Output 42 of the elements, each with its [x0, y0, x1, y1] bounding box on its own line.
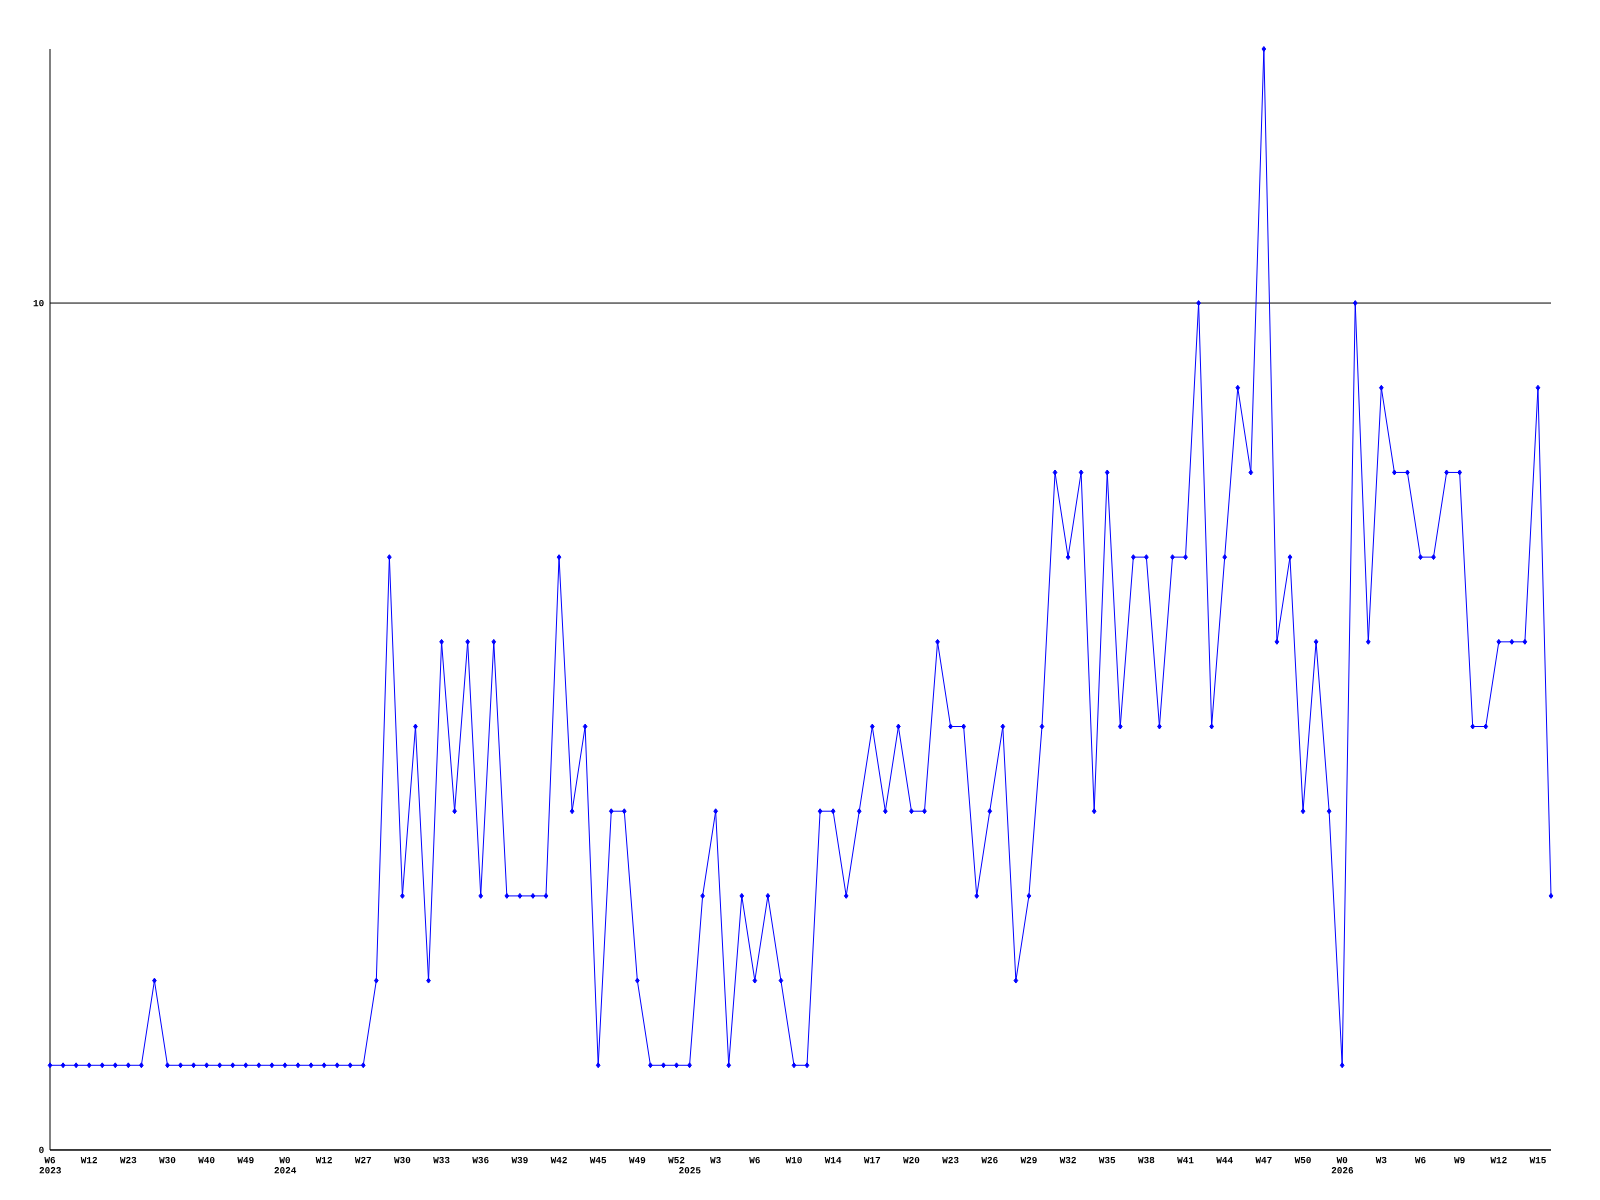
- x-tick-label: W35: [1098, 1156, 1116, 1164]
- x-tick-label: W30: [159, 1156, 176, 1164]
- x-tick-label: W0 2026: [1331, 1156, 1354, 1174]
- x-tick-label: W9: [1454, 1156, 1465, 1164]
- x-tick-label: W23: [119, 1156, 137, 1164]
- x-tick-label: W10: [785, 1156, 802, 1164]
- x-tick-label: W30: [394, 1156, 411, 1164]
- x-tick-label: W26: [981, 1156, 998, 1164]
- x-tick-label: W12: [80, 1156, 98, 1164]
- x-tick-label: W29: [1020, 1156, 1037, 1164]
- x-tick-label: W49: [237, 1156, 254, 1164]
- x-tick-label: W33: [433, 1156, 450, 1164]
- x-tick-label: W40: [198, 1156, 215, 1164]
- x-tick-label: W27: [354, 1156, 372, 1164]
- x-tick-label: W38: [1137, 1156, 1155, 1164]
- x-tick-label: W6 2023: [39, 1156, 61, 1174]
- x-tick-label: W20: [903, 1156, 920, 1164]
- x-tick-label: W47: [1255, 1156, 1272, 1164]
- x-tick-label: W44: [1216, 1156, 1233, 1164]
- x-tick-label: W0 2024: [274, 1156, 297, 1174]
- x-tick-label: W3: [710, 1156, 721, 1164]
- x-tick-label: W12: [315, 1156, 332, 1164]
- x-tick-label: W36: [472, 1156, 489, 1164]
- x-tick-label: W23: [942, 1156, 959, 1164]
- x-tick-label: W50: [1294, 1156, 1311, 1164]
- x-tick-label: W49: [628, 1156, 646, 1164]
- y-tick-label: 0: [39, 1146, 44, 1154]
- x-tick-label: W17: [863, 1156, 881, 1164]
- x-tick-label: W15: [1529, 1156, 1546, 1164]
- x-tick-label: W32: [1059, 1156, 1076, 1164]
- x-tick-label: W42: [550, 1156, 567, 1164]
- x-tick-label: W3: [1375, 1156, 1387, 1164]
- x-tick-label: 2025: [679, 1167, 701, 1174]
- x-tick-label: W39: [511, 1156, 528, 1164]
- y-tick-label: 10: [33, 299, 44, 307]
- x-tick-label: W41: [1177, 1156, 1194, 1164]
- x-tick-label: W52: [668, 1156, 685, 1164]
- x-tick-label: W6: [749, 1156, 760, 1164]
- x-tick-label: W14: [824, 1156, 842, 1164]
- x-tick-label: W12: [1490, 1156, 1507, 1164]
- x-tick-label: W6: [1414, 1156, 1426, 1164]
- x-tick-label: W45: [589, 1156, 607, 1164]
